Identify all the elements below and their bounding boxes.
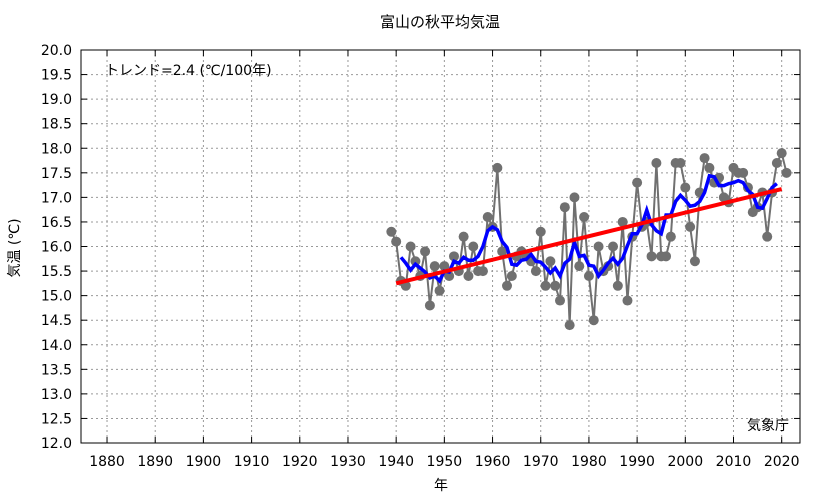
data-point [689,256,700,267]
trend-line [395,187,783,286]
x-tick-label: 1940 [378,454,414,470]
data-point [448,251,459,262]
y-tick-label: 14.0 [41,338,72,354]
y-tick-label: 12.0 [41,436,72,452]
chart-title: 富山の秋平均気温 [380,13,500,31]
moving-average-line [399,173,778,284]
data-point [776,148,787,159]
x-tick-label: 1930 [330,454,366,470]
data-point [771,157,782,168]
x-tick-label: 1950 [427,454,463,470]
y-tick-label: 18.0 [41,141,72,157]
y-tick-label: 16.5 [41,215,72,231]
y-tick-label: 15.0 [41,289,72,305]
data-point [617,216,628,227]
data-point [530,266,541,277]
y-tick-label: 17.0 [41,190,72,206]
data-point [738,167,749,178]
data-point [574,261,585,272]
x-tick-label: 1970 [523,454,559,470]
y-axis: 12.0 12.5 13.0 13.5 14.0 14.5 15.0 15.5 16.0 16.5… [41,43,800,452]
data-point [468,241,479,252]
data-point [434,285,445,296]
data-point [762,231,773,242]
y-axis-label: 気温 (℃) [7,218,23,277]
data-point [550,280,561,291]
x-tick-label: 1990 [619,454,655,470]
data-point [632,177,643,188]
x-tick-label: 1890 [137,454,173,470]
x-tick-label: 1960 [475,454,511,470]
series-layer [386,148,792,331]
data-point [492,162,503,173]
data-point [559,202,570,213]
data-point [651,157,662,168]
data-point [665,231,676,242]
data-point [424,300,435,311]
data-point [420,246,431,257]
data-point [569,192,580,203]
data-point [579,212,590,223]
data-point [410,256,421,267]
x-tick-label: 1910 [234,454,270,470]
y-tick-label: 16.0 [41,240,72,256]
source-annotation: 気象庁 [747,418,789,434]
data-point [583,270,594,281]
y-tick-label: 17.5 [41,166,72,182]
data-point [502,280,513,291]
x-tick-label: 2010 [716,454,752,470]
y-tick-label: 13.5 [41,362,72,378]
data-point [675,157,686,168]
x-axis: 1880 1890 1900 1910 1920 1930 1940 1950 1960 1970… [89,50,800,470]
y-tick-label: 18.5 [41,117,72,133]
data-point [482,212,493,223]
data-point [685,221,696,232]
y-tick-label: 19.0 [41,92,72,108]
trend-annotation: トレンド=2.4 (℃/100年) [105,63,272,79]
data-point [545,256,556,267]
data-point [781,167,792,178]
x-tick-label: 1900 [186,454,222,470]
data-point [386,226,397,237]
data-point [588,315,599,326]
data-point [506,270,517,281]
data-point [680,182,691,193]
y-tick-label: 14.5 [41,313,72,329]
data-point [540,280,551,291]
x-tick-label: 1880 [89,454,125,470]
data-point [699,153,710,164]
data-point [444,270,455,281]
data-point [458,231,469,242]
y-tick-label: 12.5 [41,411,72,427]
data-point [535,226,546,237]
y-tick-label: 19.5 [41,68,72,84]
data-point [661,251,672,262]
data-point [593,241,604,252]
data-point [555,295,566,306]
data-point [477,266,488,277]
y-tick-label: 13.0 [41,387,72,403]
data-point [439,261,450,272]
data-point [612,280,623,291]
data-point [608,241,619,252]
x-tick-label: 1980 [571,454,607,470]
data-point [646,251,657,262]
data-point [463,270,474,281]
data-point [391,236,402,247]
x-tick-label: 1920 [282,454,318,470]
data-point [429,261,440,272]
y-tick-label: 20.0 [41,43,72,59]
data-point [704,162,715,173]
x-axis-label: 年 [434,478,448,494]
x-tick-label: 2020 [764,454,800,470]
x-tick-label: 2000 [667,454,703,470]
data-point [497,246,508,257]
y-tick-label: 15.5 [41,264,72,280]
annual-series-line [390,150,788,326]
data-point [405,241,416,252]
data-point [622,295,633,306]
data-point [564,320,575,331]
